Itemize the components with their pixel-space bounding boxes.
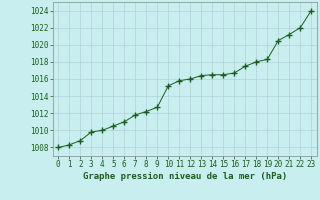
X-axis label: Graphe pression niveau de la mer (hPa): Graphe pression niveau de la mer (hPa) xyxy=(83,172,287,181)
